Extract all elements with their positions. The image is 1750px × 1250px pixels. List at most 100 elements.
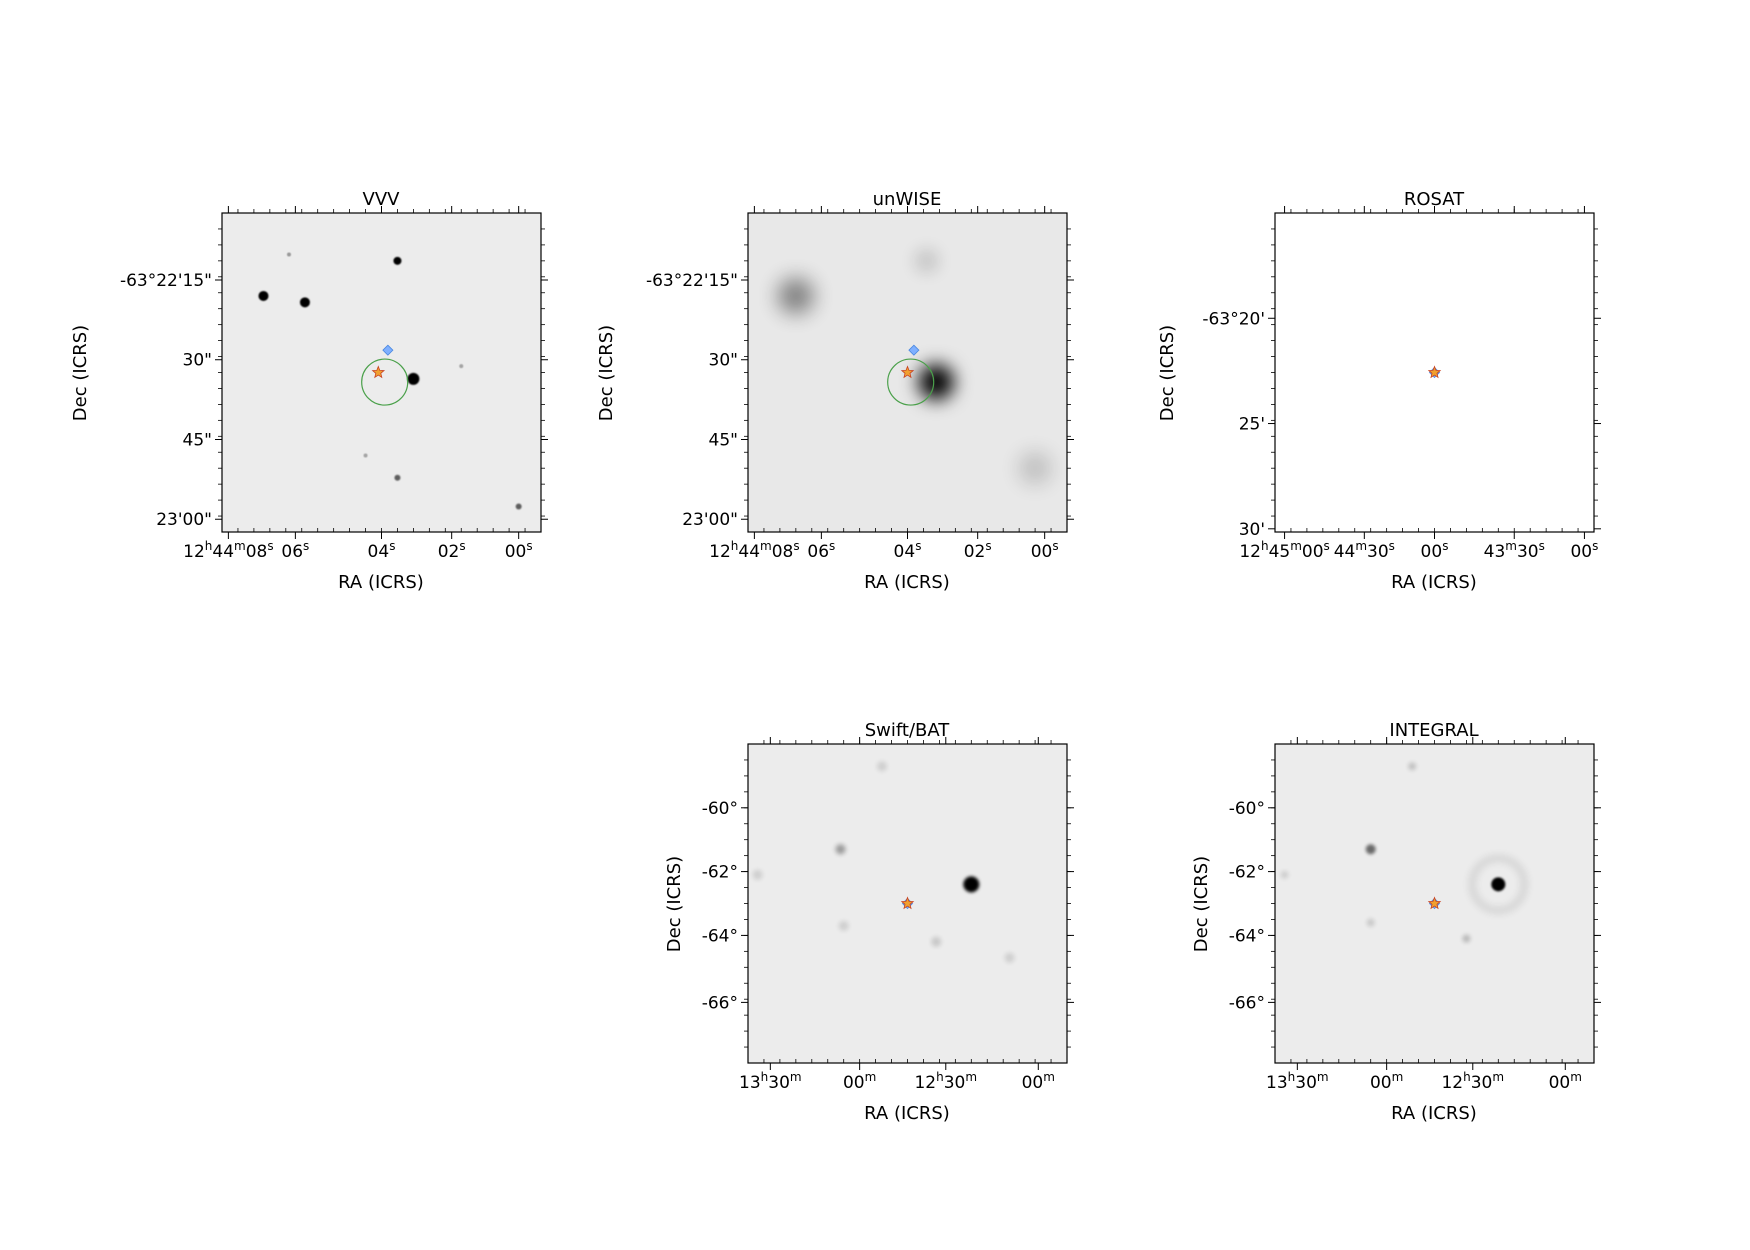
source-blob — [407, 372, 420, 385]
source-blob — [752, 869, 763, 880]
y-tick-label: 30" — [709, 351, 738, 371]
x-tick-label: 00m — [1549, 1070, 1582, 1093]
x-tick-label: 00m — [843, 1070, 876, 1093]
y-tick-label: -60° — [702, 799, 738, 819]
source-blob — [835, 844, 846, 855]
y-tick-label: 25' — [1239, 415, 1265, 435]
source-blob — [914, 248, 939, 273]
y-axis-label: Dec (ICRS) — [1191, 856, 1212, 952]
y-axis-label: Dec (ICRS) — [664, 856, 685, 952]
target-star-marker — [371, 365, 386, 379]
panel-title: unWISE — [873, 189, 942, 210]
source-blob — [515, 503, 522, 510]
error-circle — [887, 358, 935, 406]
panel-title: Swift/BAT — [865, 720, 951, 741]
source-blob — [918, 364, 955, 401]
source-blob — [1280, 870, 1289, 879]
x-tick-label: 44m30s — [1334, 539, 1395, 562]
x-tick-label: 02s — [438, 539, 466, 562]
image-area — [1275, 744, 1594, 1063]
psf-ring — [1467, 853, 1530, 916]
x-tick-label: 13h30m — [739, 1070, 802, 1093]
source-blob — [1462, 934, 1471, 943]
y-tick-label: 30" — [183, 351, 212, 371]
target-star-marker — [900, 896, 915, 910]
x-tick-label: 12h30m — [1441, 1070, 1504, 1093]
y-tick-label: -64° — [1229, 926, 1265, 946]
y-tick-label: -62° — [1229, 863, 1265, 883]
source-blob — [838, 920, 849, 931]
y-tick-label: 45" — [709, 430, 738, 450]
source-blob — [286, 252, 291, 257]
source-blob — [876, 761, 887, 772]
x-tick-label: 00m — [1370, 1070, 1403, 1093]
panel-title: ROSAT — [1404, 189, 1465, 210]
y-tick-label: -64° — [702, 926, 738, 946]
panel-title: VVV — [363, 189, 401, 210]
target-star-marker — [1427, 896, 1442, 910]
x-tick-label: 04s — [368, 539, 396, 562]
x-tick-label: 00s — [1570, 539, 1598, 562]
x-axis-label: RA (ICRS) — [1391, 1103, 1477, 1124]
source-blob — [1366, 918, 1375, 927]
panel-title: INTEGRAL — [1389, 720, 1478, 741]
source-blob — [394, 474, 401, 481]
panel-rosat: ROSAT RA (ICRS) Dec (ICRS) 12h45m00s 44m3… — [1157, 189, 1601, 593]
y-tick-label: -63°22'15" — [120, 271, 212, 291]
y-tick-label: 45" — [183, 430, 212, 450]
y-tick-label: 23'00" — [156, 510, 212, 530]
y-axis-label: Dec (ICRS) — [596, 325, 617, 421]
y-tick-label: -63°22'15" — [646, 271, 738, 291]
y-tick-label: -62° — [702, 863, 738, 883]
x-tick-label: 12h44m08s — [183, 539, 274, 562]
counterpart-diamond-marker — [382, 344, 394, 356]
x-axis-label: RA (ICRS) — [338, 572, 424, 593]
x-tick-label: 12h44m08s — [709, 539, 800, 562]
x-tick-label: 04s — [894, 539, 922, 562]
image-area — [1275, 213, 1594, 532]
source-blob — [258, 290, 269, 301]
y-tick-label: -60° — [1229, 799, 1265, 819]
target-star-marker — [900, 365, 915, 379]
x-tick-label: 13h30m — [1266, 1070, 1329, 1093]
panel-vvv: VVV RA (ICRS) Dec (ICRS) 12h44m08s 06s 04s… — [70, 189, 548, 593]
source-blob — [1019, 452, 1052, 485]
source-blob — [931, 936, 942, 947]
target-star-marker — [1427, 365, 1442, 379]
x-tick-label: 12h45m00s — [1239, 539, 1330, 562]
x-tick-label: 06s — [807, 539, 835, 562]
source-blob — [1491, 877, 1506, 892]
source-blob — [1365, 844, 1376, 855]
source-blob — [459, 364, 464, 369]
y-axis-label: Dec (ICRS) — [70, 325, 91, 421]
x-axis-label: RA (ICRS) — [1391, 572, 1477, 593]
x-tick-label: 12h30m — [914, 1070, 977, 1093]
source-blob — [363, 453, 368, 458]
panel-integral: INTEGRAL RA (ICRS) Dec (ICRS) 13h30m 00m 1… — [1191, 720, 1601, 1124]
x-tick-label: 00s — [1031, 539, 1059, 562]
x-tick-label: 02s — [964, 539, 992, 562]
x-tick-label: 00m — [1022, 1070, 1055, 1093]
source-blob — [299, 297, 310, 308]
y-axis-label: Dec (ICRS) — [1157, 325, 1178, 421]
panel-swiftbat: Swift/BAT RA (ICRS) Dec (ICRS) 13h30m 00m… — [664, 720, 1074, 1124]
error-circle — [361, 358, 409, 406]
y-tick-label: 30' — [1239, 520, 1265, 540]
source-blob — [1408, 762, 1417, 771]
x-tick-label: 00s — [505, 539, 533, 562]
x-tick-label: 00s — [1421, 539, 1449, 562]
x-axis-label: RA (ICRS) — [864, 1103, 950, 1124]
y-tick-label: -63°20' — [1202, 309, 1265, 329]
counterpart-diamond-marker — [908, 344, 920, 356]
y-tick-label: -66° — [1229, 993, 1265, 1013]
source-blob — [777, 277, 814, 314]
image-area — [748, 744, 1067, 1063]
y-tick-label: 23'00" — [682, 510, 738, 530]
x-tick-label: 43m30s — [1484, 539, 1545, 562]
x-axis-label: RA (ICRS) — [864, 572, 950, 593]
image-area — [748, 213, 1067, 532]
source-blob — [1004, 952, 1015, 963]
x-tick-label: 06s — [281, 539, 309, 562]
panel-unwise: unWISE RA (ICRS) Dec (ICRS) 12h44m08s 06s… — [596, 189, 1074, 593]
